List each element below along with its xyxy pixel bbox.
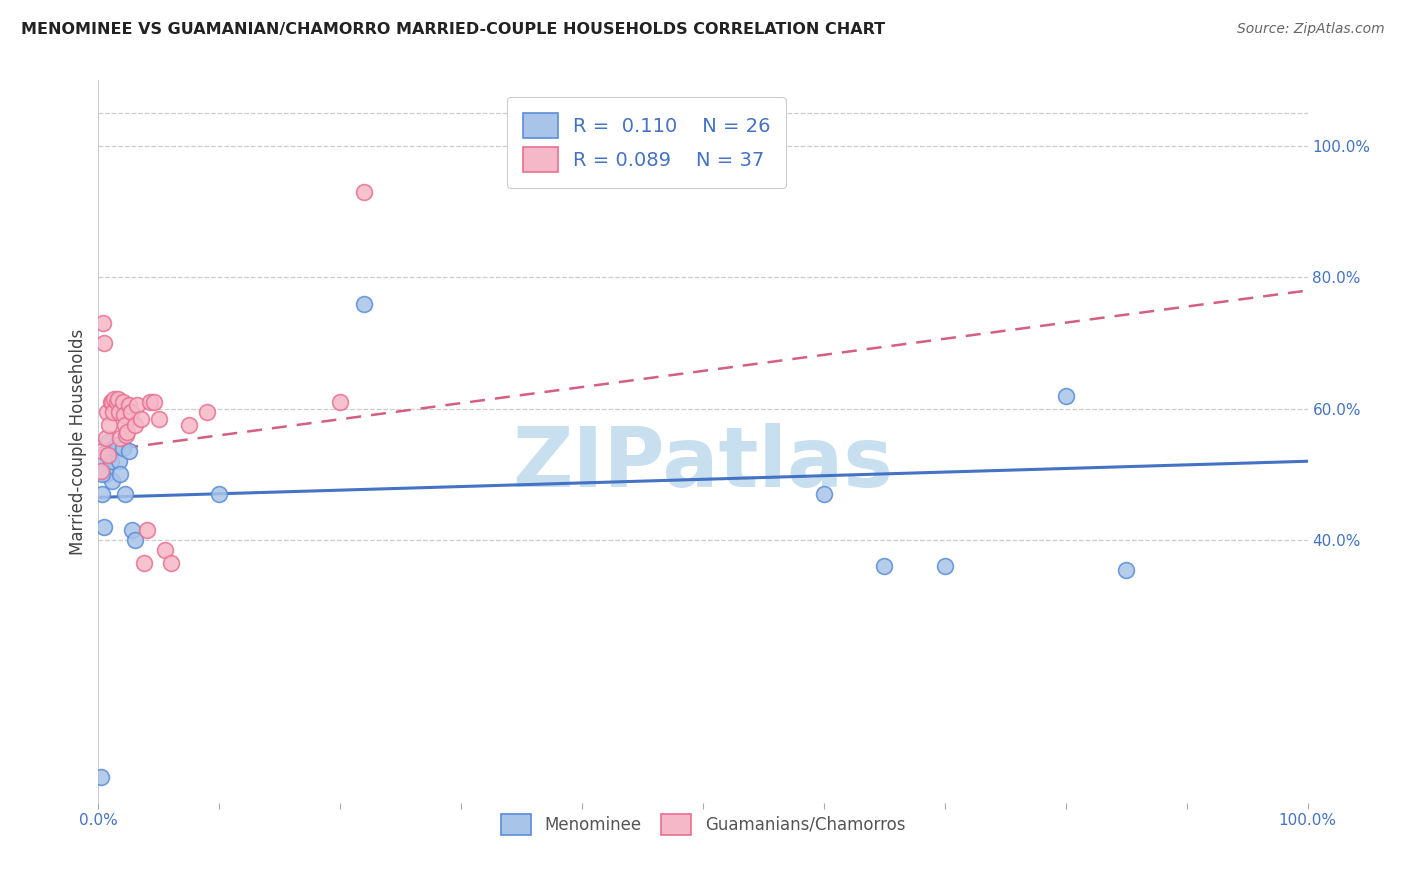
Point: [127, 398, 149, 412]
Point: [108, 431, 131, 445]
Point: [111, 441, 134, 455]
Point: [1115, 563, 1137, 577]
Point: [208, 487, 231, 501]
Point: [179, 418, 201, 433]
Point: [934, 559, 956, 574]
Text: MENOMINEE VS GUAMANIAN/CHAMORRO MARRIED-COUPLE HOUSEHOLDS CORRELATION CHART: MENOMINEE VS GUAMANIAN/CHAMORRO MARRIED-…: [21, 22, 886, 37]
Point: [96, 405, 118, 419]
Point: [329, 395, 352, 409]
Point: [93, 336, 115, 351]
Point: [108, 454, 131, 468]
Point: [117, 425, 139, 439]
Point: [153, 542, 176, 557]
Point: [93, 520, 115, 534]
Point: [101, 405, 124, 419]
Point: [160, 556, 183, 570]
Point: [100, 474, 122, 488]
Point: [100, 454, 122, 468]
Point: [148, 411, 170, 425]
Point: [114, 487, 136, 501]
Point: [118, 444, 141, 458]
Point: [139, 395, 162, 409]
Point: [108, 467, 131, 482]
Point: [120, 405, 142, 419]
Text: ZIPatlas: ZIPatlas: [513, 423, 893, 504]
Point: [135, 523, 157, 537]
Point: [103, 392, 125, 406]
Point: [94, 467, 117, 482]
Point: [90, 770, 112, 784]
Point: [107, 392, 129, 406]
Point: [105, 438, 128, 452]
Point: [353, 185, 375, 199]
Point: [134, 556, 156, 570]
Point: [91, 444, 114, 458]
Point: [118, 398, 141, 412]
Point: [98, 418, 121, 433]
Point: [124, 418, 146, 433]
Point: [91, 316, 114, 330]
Y-axis label: Married-couple Households: Married-couple Households: [69, 328, 87, 555]
Legend: Menominee, Guamanians/Chamorros: Menominee, Guamanians/Chamorros: [491, 804, 915, 845]
Point: [112, 409, 135, 423]
Point: [813, 487, 835, 501]
Point: [114, 418, 136, 433]
Point: [97, 448, 120, 462]
Point: [873, 559, 896, 574]
Point: [195, 405, 218, 419]
Point: [1054, 388, 1077, 402]
Point: [108, 405, 131, 419]
Text: Source: ZipAtlas.com: Source: ZipAtlas.com: [1237, 22, 1385, 37]
Point: [353, 296, 375, 310]
Point: [91, 454, 114, 468]
Point: [100, 395, 122, 409]
Point: [143, 395, 166, 409]
Point: [91, 487, 114, 501]
Point: [100, 395, 122, 409]
Point: [111, 395, 134, 409]
Point: [115, 428, 138, 442]
Point: [91, 467, 114, 482]
Point: [96, 444, 118, 458]
Point: [90, 464, 112, 478]
Point: [129, 411, 152, 425]
Point: [97, 434, 120, 449]
Point: [121, 523, 143, 537]
Point: [94, 431, 117, 445]
Point: [105, 395, 128, 409]
Point: [103, 441, 125, 455]
Point: [124, 533, 146, 547]
